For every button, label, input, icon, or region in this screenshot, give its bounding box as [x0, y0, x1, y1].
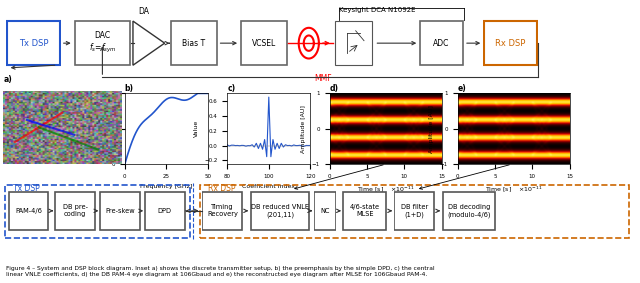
- Text: ADC: ADC: [433, 39, 450, 48]
- Text: Tx DSP: Tx DSP: [13, 184, 40, 193]
- Text: DPD: DPD: [158, 208, 172, 214]
- Y-axis label: Amplification [dB]: Amplification [dB]: [97, 100, 102, 157]
- FancyBboxPatch shape: [443, 192, 495, 230]
- Text: MMF: MMF: [314, 74, 332, 83]
- Text: PAM-4/6: PAM-4/6: [15, 208, 42, 214]
- X-axis label: Coefficient index: Coefficient index: [243, 185, 295, 189]
- X-axis label: Time [s]    $\times10^{-11}$: Time [s] $\times10^{-11}$: [484, 185, 543, 194]
- Text: DA: DA: [138, 7, 150, 16]
- Text: Tx DSP: Tx DSP: [19, 39, 49, 48]
- Text: DB filter
(1+D): DB filter (1+D): [401, 204, 428, 218]
- FancyBboxPatch shape: [55, 192, 95, 230]
- Y-axis label: Value: Value: [193, 120, 198, 137]
- FancyBboxPatch shape: [420, 21, 463, 65]
- Y-axis label: Amplitude [AU]: Amplitude [AU]: [429, 105, 434, 153]
- FancyBboxPatch shape: [145, 192, 185, 230]
- FancyBboxPatch shape: [75, 21, 130, 65]
- FancyBboxPatch shape: [171, 21, 216, 65]
- FancyBboxPatch shape: [8, 192, 49, 230]
- FancyBboxPatch shape: [100, 192, 140, 230]
- FancyBboxPatch shape: [335, 21, 372, 65]
- X-axis label: Time [s]    $\times10^{-11}$: Time [s] $\times10^{-11}$: [356, 185, 415, 194]
- Text: DB decoding
(modulo-4/6): DB decoding (modulo-4/6): [447, 204, 490, 218]
- Text: Pre-skew: Pre-skew: [105, 208, 135, 214]
- Text: Timing
Recovery: Timing Recovery: [207, 204, 238, 217]
- Text: a): a): [3, 75, 12, 84]
- FancyBboxPatch shape: [484, 21, 536, 65]
- FancyBboxPatch shape: [343, 192, 387, 230]
- FancyBboxPatch shape: [8, 21, 60, 65]
- X-axis label: Frequency [GHz]: Frequency [GHz]: [140, 185, 193, 189]
- Text: e): e): [458, 83, 467, 93]
- Text: c): c): [227, 83, 236, 93]
- FancyBboxPatch shape: [394, 192, 435, 230]
- Text: Rx DSP: Rx DSP: [495, 39, 525, 48]
- Text: b): b): [125, 83, 134, 93]
- Text: DB reduced VNLE
(201,11): DB reduced VNLE (201,11): [251, 204, 309, 218]
- Text: Figure 4 – System and DSP block diagram. Inset a) shows the discrete transmitter: Figure 4 – System and DSP block diagram.…: [6, 266, 435, 277]
- Y-axis label: Amplitude [AU]: Amplitude [AU]: [301, 105, 306, 153]
- FancyBboxPatch shape: [241, 21, 287, 65]
- FancyBboxPatch shape: [314, 192, 335, 230]
- Text: Keysight DCA N1092E: Keysight DCA N1092E: [339, 7, 416, 13]
- Text: NC: NC: [320, 208, 330, 214]
- Text: DB pre-
coding: DB pre- coding: [63, 204, 88, 217]
- FancyBboxPatch shape: [202, 192, 243, 230]
- Text: Rx DSP: Rx DSP: [209, 184, 236, 193]
- Text: 4/6-state
MLSE: 4/6-state MLSE: [349, 204, 380, 217]
- Text: Bias T: Bias T: [182, 39, 205, 48]
- Text: VCSEL: VCSEL: [252, 39, 276, 48]
- Text: d): d): [330, 83, 339, 93]
- FancyBboxPatch shape: [251, 192, 309, 230]
- Text: DAC
$f_s$=$f_{sym}$: DAC $f_s$=$f_{sym}$: [88, 31, 116, 55]
